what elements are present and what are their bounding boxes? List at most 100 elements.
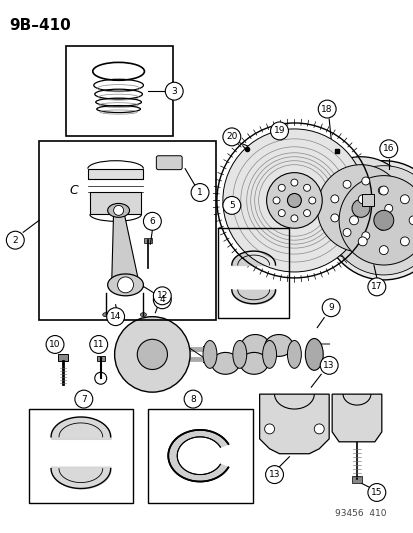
Circle shape [399, 195, 408, 204]
Circle shape [290, 215, 297, 222]
Ellipse shape [305, 338, 323, 370]
Text: 1: 1 [197, 188, 202, 197]
Circle shape [361, 232, 369, 240]
Ellipse shape [241, 335, 268, 357]
Circle shape [357, 237, 366, 246]
Circle shape [270, 122, 288, 140]
Text: 3: 3 [171, 87, 177, 96]
Ellipse shape [264, 335, 292, 357]
Text: 14: 14 [110, 312, 121, 321]
Circle shape [303, 209, 310, 216]
Bar [217, 228, 289, 318]
Ellipse shape [232, 341, 246, 368]
Bar [351, 475, 361, 482]
Circle shape [222, 129, 365, 272]
Bar [66, 46, 173, 136]
Text: 16: 16 [382, 144, 394, 154]
Circle shape [75, 390, 93, 408]
Circle shape [313, 424, 323, 434]
Ellipse shape [107, 204, 129, 217]
Bar [58, 354, 68, 361]
Text: 5: 5 [228, 201, 234, 210]
Circle shape [377, 222, 385, 230]
Circle shape [153, 287, 171, 305]
Circle shape [379, 140, 397, 158]
Circle shape [309, 157, 412, 260]
Circle shape [114, 317, 190, 392]
Text: 9: 9 [328, 303, 333, 312]
Circle shape [321, 299, 339, 317]
Text: 10: 10 [49, 340, 61, 349]
Bar [90, 192, 141, 214]
Text: 13: 13 [323, 361, 334, 370]
Text: 9B–410: 9B–410 [9, 18, 71, 33]
Bar [144, 238, 152, 243]
Circle shape [338, 175, 413, 265]
Bar [88, 168, 143, 179]
Circle shape [318, 100, 335, 118]
Text: 15: 15 [370, 488, 382, 497]
Text: 6: 6 [149, 217, 155, 226]
Circle shape [278, 184, 285, 191]
Circle shape [357, 195, 366, 204]
Circle shape [408, 216, 413, 225]
Circle shape [308, 197, 315, 204]
Ellipse shape [202, 341, 216, 368]
Text: 12: 12 [156, 292, 168, 300]
Bar [148, 409, 252, 503]
Text: 4: 4 [159, 295, 165, 304]
Text: 93456  410: 93456 410 [335, 510, 386, 518]
Circle shape [6, 231, 24, 249]
Circle shape [117, 277, 133, 293]
Circle shape [342, 180, 350, 188]
Circle shape [107, 308, 124, 326]
Ellipse shape [102, 313, 108, 317]
Circle shape [349, 216, 358, 225]
Text: 8: 8 [190, 394, 195, 403]
Text: 18: 18 [320, 104, 332, 114]
Circle shape [278, 209, 285, 216]
Ellipse shape [287, 341, 301, 368]
Circle shape [328, 166, 413, 275]
Circle shape [377, 187, 385, 195]
Circle shape [191, 183, 209, 201]
Circle shape [342, 229, 350, 237]
Circle shape [320, 357, 337, 374]
Polygon shape [259, 394, 328, 454]
Ellipse shape [140, 313, 146, 317]
Circle shape [184, 390, 202, 408]
Circle shape [113, 205, 123, 215]
Circle shape [290, 179, 297, 186]
Circle shape [323, 161, 413, 280]
Bar [29, 409, 133, 503]
Circle shape [90, 336, 107, 353]
Circle shape [222, 197, 240, 214]
Bar [361, 195, 373, 206]
Bar [39, 141, 216, 320]
Text: C: C [69, 184, 78, 197]
Circle shape [384, 205, 392, 212]
Circle shape [373, 211, 393, 230]
Polygon shape [168, 430, 228, 481]
Circle shape [265, 466, 283, 483]
Circle shape [165, 82, 183, 100]
FancyBboxPatch shape [156, 156, 182, 169]
Circle shape [143, 212, 161, 230]
Circle shape [351, 199, 369, 217]
Circle shape [273, 197, 279, 204]
Text: 19: 19 [273, 126, 285, 135]
Circle shape [367, 278, 385, 296]
Polygon shape [112, 211, 139, 285]
Ellipse shape [262, 341, 276, 368]
Circle shape [264, 424, 274, 434]
Circle shape [330, 195, 338, 203]
Circle shape [222, 128, 240, 146]
Circle shape [287, 193, 301, 207]
Circle shape [378, 186, 387, 195]
Circle shape [367, 483, 385, 502]
Ellipse shape [107, 274, 143, 296]
Circle shape [137, 340, 167, 369]
Circle shape [46, 336, 64, 353]
Circle shape [316, 165, 404, 252]
Text: 20: 20 [225, 132, 237, 141]
